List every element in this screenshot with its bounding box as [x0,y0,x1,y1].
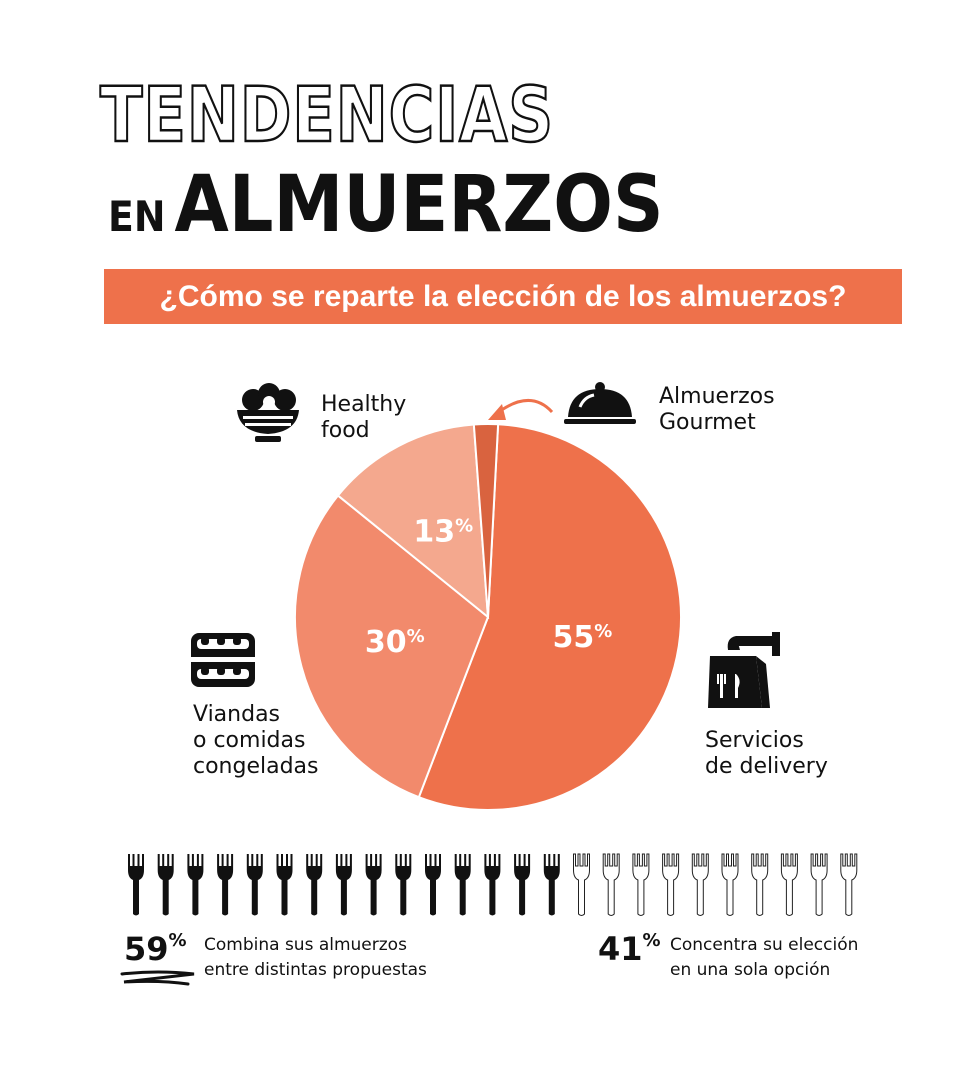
stat-combine-value: 59% [124,930,187,968]
fork-icon-filled [187,854,204,916]
pie-label-3: 13% [413,514,473,549]
title-outline: TENDENCIAS [99,69,554,161]
fork-icon-outline [632,853,650,916]
title-en: EN [108,192,166,241]
fork-icon-filled [335,854,352,916]
pie-label-1: 55% [552,620,612,655]
fork-row [128,853,858,916]
fork-icon-filled [514,854,531,916]
question-text: ¿Cómo se reparte la elección de los almu… [159,279,847,313]
pie-slice-2 [294,494,490,799]
title-bold: EN ALMUERZOS [108,160,664,250]
pie-slice-3 [336,423,490,620]
title-almuerzos: ALMUERZOS [174,160,664,250]
fork-icon-filled [246,854,263,916]
fork-icon-outline [662,853,680,916]
fork-icon-filled [454,854,471,916]
pie-slices [294,423,682,811]
pie-slice-labels: 55% 30% 13% [365,514,612,659]
fork-icon-filled [306,854,323,916]
fork-icon-filled [395,854,412,916]
pie-slice-1 [417,423,682,811]
delivery-bag-icon [708,632,780,708]
label-delivery: Servicios de delivery [705,728,828,779]
fork-icon-outline [573,853,590,916]
salad-bowl-icon [237,383,299,442]
fork-icon-outline [840,853,858,916]
fork-icon-filled [157,854,174,916]
fork-icon-filled [425,854,441,916]
gourmet-pointer-arrowhead [488,404,506,420]
fork-icon-filled [217,854,234,916]
fork-icon-filled [365,854,382,916]
stat-single-text: Concentra su elección en una sola opción [670,935,859,980]
fork-icon-outline [810,853,828,916]
scribble-underline [120,970,195,986]
fork-icon-outline [691,853,709,916]
food-container-icon [189,633,257,687]
label-viandas: Viandas o comidas congeladas [193,702,319,779]
fork-icon-filled [276,854,293,916]
pie-label-2: 30% [365,625,425,660]
fork-icon-outline [751,853,769,916]
label-healthy: Healthy food [321,392,407,443]
stat-combine-text: Combina sus almuerzos entre distintas pr… [204,935,427,980]
label-gourmet: Almuerzos Gourmet [659,384,775,435]
cloche-icon [564,382,636,424]
gourmet-pointer-arrow [495,399,554,416]
fork-icon-outline [602,853,620,916]
fork-icon-filled [543,854,560,916]
fork-icon-filled [484,854,501,916]
fork-icon-outline [721,853,739,916]
fork-icon-outline [780,853,798,916]
pie-slice-4 [472,423,500,618]
question-banner: ¿Cómo se reparte la elección de los almu… [104,269,902,324]
fork-icon-filled [128,854,144,916]
stat-single-value: 41% [598,930,661,968]
